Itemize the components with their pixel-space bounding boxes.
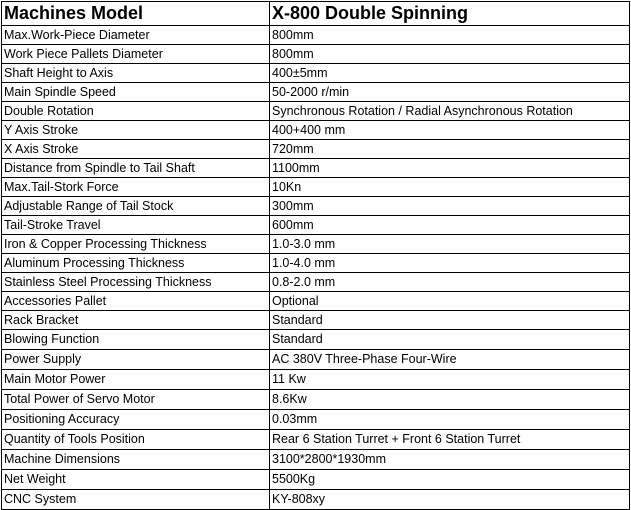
spec-value: 50-2000 r/min <box>269 82 630 102</box>
table-row: Max.Tail-Stork Force 10Kn <box>1 177 630 197</box>
header-label: Machines Model <box>1 1 270 26</box>
spec-label: Double Rotation <box>1 101 270 121</box>
spec-value: 0.03mm <box>269 409 630 430</box>
spec-value: 300mm <box>269 196 630 216</box>
table-row: Work Piece Pallets Diameter 800mm <box>1 44 630 64</box>
spec-value: 0.8-2.0 mm <box>269 272 630 292</box>
table-row: Shaft Height to Axis 400±5mm <box>1 63 630 83</box>
spec-label: Y Axis Stroke <box>1 120 270 140</box>
spec-value: 600mm <box>269 215 630 235</box>
table-row: Aluminum Processing Thickness 1.0-4.0 mm <box>1 253 630 273</box>
table-row: Double Rotation Synchronous Rotation / Ra… <box>1 101 630 121</box>
table-row: Blowing Function Standard <box>1 329 630 350</box>
header-row: Machines Model X-800 Double Spinning <box>1 1 630 26</box>
spec-value: Optional <box>269 291 630 311</box>
table-row: X Axis Stroke 720mm <box>1 139 630 159</box>
spec-label: Max.Tail-Stork Force <box>1 177 270 197</box>
spec-label: Main Motor Power <box>1 369 270 390</box>
spec-value: Standard <box>269 329 630 350</box>
spec-label: Max.Work-Piece Diameter <box>1 25 270 45</box>
spec-value: Rear 6 Station Turret + Front 6 Station … <box>269 429 630 450</box>
table-row: Positioning Accuracy 0.03mm <box>1 409 630 430</box>
spec-value: 3100*2800*1930mm <box>269 449 630 470</box>
spec-label: Accessories Pallet <box>1 291 270 311</box>
spec-value: Synchronous Rotation / Radial Asynchrono… <box>269 101 630 121</box>
spec-value: 11 Kw <box>269 369 630 390</box>
table-row: Distance from Spindle to Tail Shaft 1100m… <box>1 158 630 178</box>
spec-label: Rack Bracket <box>1 310 270 330</box>
spec-value: 1.0-3.0 mm <box>269 234 630 254</box>
spec-value: 8.6Kw <box>269 389 630 410</box>
spec-value: 800mm <box>269 25 630 45</box>
table-row: Iron & Copper Processing Thickness 1.0-3.… <box>1 234 630 254</box>
table-row: Adjustable Range of Tail Stock 300mm <box>1 196 630 216</box>
table-row: Net Weight 5500Kg <box>1 469 630 490</box>
spec-value: AC 380V Three-Phase Four-Wire <box>269 349 630 370</box>
table-row: Tail-Stroke Travel 600mm <box>1 215 630 235</box>
spec-label: Total Power of Servo Motor <box>1 389 270 410</box>
table-row: Y Axis Stroke 400+400 mm <box>1 120 630 140</box>
spec-value: 10Kn <box>269 177 630 197</box>
spec-label: Net Weight <box>1 469 270 490</box>
spec-value: 400±5mm <box>269 63 630 83</box>
spec-label: Iron & Copper Processing Thickness <box>1 234 270 254</box>
header-value: X-800 Double Spinning <box>269 1 630 26</box>
table-row: Rack Bracket Standard <box>1 310 630 330</box>
table-row: Main Spindle Speed 50-2000 r/min <box>1 82 630 102</box>
table-row: Total Power of Servo Motor 8.6Kw <box>1 389 630 410</box>
spec-label: Machine Dimensions <box>1 449 270 470</box>
spec-label: Shaft Height to Axis <box>1 63 270 83</box>
spec-label: Aluminum Processing Thickness <box>1 253 270 273</box>
spec-label: Tail-Stroke Travel <box>1 215 270 235</box>
spec-label: Distance from Spindle to Tail Shaft <box>1 158 270 178</box>
table-row: Accessories Pallet Optional <box>1 291 630 311</box>
spec-value: 720mm <box>269 139 630 159</box>
spec-value: KY-808xy <box>269 489 630 510</box>
spec-label: X Axis Stroke <box>1 139 270 159</box>
table-row: Main Motor Power 11 Kw <box>1 369 630 390</box>
table-row: Stainless Steel Processing Thickness 0.8-… <box>1 272 630 292</box>
table-row: Power Supply AC 380V Three-Phase Four-Wir… <box>1 349 630 370</box>
spec-label: Main Spindle Speed <box>1 82 270 102</box>
spec-value: 400+400 mm <box>269 120 630 140</box>
spec-label: Stainless Steel Processing Thickness <box>1 272 270 292</box>
spec-label: Work Piece Pallets Diameter <box>1 44 270 64</box>
spec-value: Standard <box>269 310 630 330</box>
spec-label: Adjustable Range of Tail Stock <box>1 196 270 216</box>
spec-value: 800mm <box>269 44 630 64</box>
table-row: Machine Dimensions 3100*2800*1930mm <box>1 449 630 470</box>
spec-label: Positioning Accuracy <box>1 409 270 430</box>
spec-value: 1100mm <box>269 158 630 178</box>
spec-label: Power Supply <box>1 349 270 370</box>
spec-value: 5500Kg <box>269 469 630 490</box>
spec-label: Blowing Function <box>1 329 270 350</box>
spec-label: Quantity of Tools Position <box>1 429 270 450</box>
spec-label: CNC System <box>1 489 270 510</box>
spec-value: 1.0-4.0 mm <box>269 253 630 273</box>
table-row: Max.Work-Piece Diameter 800mm <box>1 25 630 45</box>
table-row: CNC System KY-808xy <box>1 489 630 510</box>
table-row: Quantity of Tools Position Rear 6 Station… <box>1 429 630 450</box>
